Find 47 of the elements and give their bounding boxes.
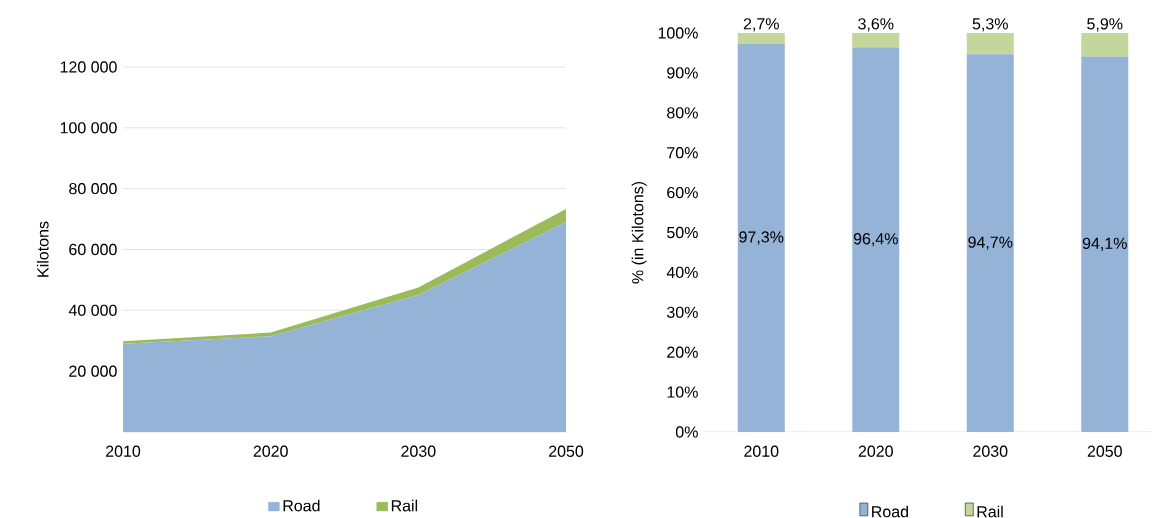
bar bbox=[966, 33, 1014, 55]
data-label: 2,7% bbox=[743, 18, 779, 32]
y-tick-label: 50% bbox=[667, 226, 698, 239]
y-tick-label: 20% bbox=[667, 346, 698, 358]
data-label: 5,9% bbox=[1087, 18, 1123, 32]
legend-label: Rail bbox=[391, 499, 418, 512]
data-label: 96,4% bbox=[853, 233, 898, 247]
y-tick-label: 100 000 bbox=[60, 122, 117, 134]
y-tick-label: 80 000 bbox=[69, 183, 117, 195]
bar bbox=[852, 33, 900, 48]
y-axis-title: Kilotons bbox=[36, 221, 49, 277]
x-tick-label: 2030 bbox=[973, 445, 1008, 457]
x-tick-label: 2010 bbox=[106, 445, 141, 457]
x-tick-label: 2050 bbox=[1087, 445, 1122, 457]
y-tick-label: 120 000 bbox=[60, 61, 117, 73]
data-label: 3,6% bbox=[858, 18, 894, 32]
data-label: 94,7% bbox=[968, 236, 1013, 250]
bar bbox=[737, 33, 785, 44]
y-tick-label: 10% bbox=[667, 386, 698, 398]
x-tick-label: 2010 bbox=[744, 445, 779, 457]
bar bbox=[852, 47, 900, 432]
x-tick-label: 2030 bbox=[401, 445, 436, 457]
bar bbox=[1081, 33, 1129, 57]
data-label: 97,3% bbox=[739, 231, 784, 245]
y-tick-label: 60% bbox=[667, 186, 698, 199]
x-tick-label: 2020 bbox=[253, 445, 288, 457]
bar bbox=[966, 54, 1014, 432]
x-tick-label: 2050 bbox=[549, 445, 584, 457]
y-tick-label: 40 000 bbox=[68, 304, 117, 316]
bar bbox=[737, 43, 785, 432]
data-label: 5,3% bbox=[972, 18, 1008, 32]
legend-label: Road bbox=[872, 505, 908, 518]
y-tick-label: 20 000 bbox=[69, 365, 117, 377]
y-tick-label: 70% bbox=[667, 147, 698, 159]
y-tick-label: 80% bbox=[667, 107, 698, 119]
legend-label: Road bbox=[283, 499, 320, 512]
y-axis-title: % (in Kilotons) bbox=[631, 181, 647, 284]
data-label: 94,1% bbox=[1082, 237, 1127, 251]
y-tick-label: 60 000 bbox=[69, 243, 117, 256]
y-tick-label: 40% bbox=[666, 266, 698, 279]
x-tick-label: 2020 bbox=[858, 445, 893, 457]
bar bbox=[1081, 56, 1129, 432]
y-tick-label: 0% bbox=[675, 426, 698, 438]
y-tick-label: 90% bbox=[667, 67, 698, 79]
y-tick-label: 100% bbox=[658, 27, 698, 39]
legend-label: Rail bbox=[977, 505, 1003, 518]
y-tick-label: 30% bbox=[666, 306, 698, 318]
